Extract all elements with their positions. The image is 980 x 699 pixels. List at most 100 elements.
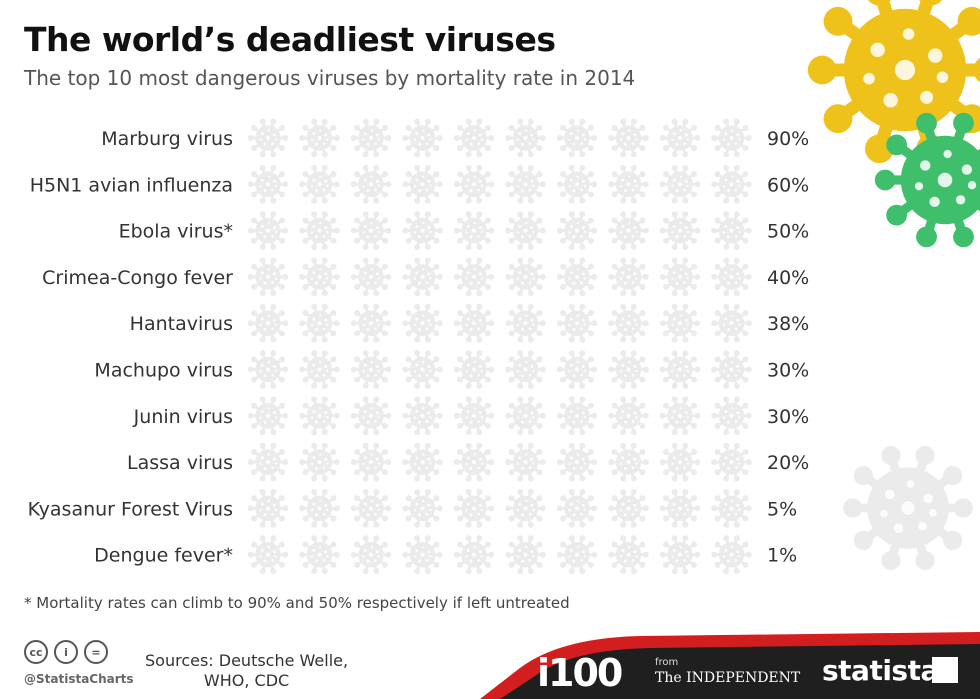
virus-icon — [402, 164, 443, 204]
virus-icon — [350, 396, 392, 436]
virus-icon — [453, 257, 495, 297]
value-label: 38% — [767, 313, 809, 335]
category-label: Junin virus — [133, 406, 233, 428]
virus-icon — [402, 396, 443, 436]
virus-icon — [402, 350, 443, 389]
virus-icon — [247, 164, 289, 204]
virus-icon — [608, 535, 649, 575]
chart-subtitle: The top 10 most dangerous viruses by mor… — [24, 66, 636, 90]
sources-line-1: Sources: Deutsche Welle, — [145, 651, 349, 670]
virus-icon — [659, 118, 701, 158]
virus-icon — [659, 488, 701, 528]
virus-icon — [505, 257, 546, 297]
value-label: 20% — [767, 452, 809, 474]
virus-icon — [299, 535, 340, 575]
virus-icon — [453, 303, 495, 343]
virus-icon — [505, 488, 546, 528]
virus-icon — [402, 211, 443, 251]
virus-icon — [711, 118, 752, 158]
virus-icon — [453, 488, 495, 528]
attribution-icon: i — [54, 640, 78, 664]
value-label: 90% — [767, 128, 809, 150]
virus-icon — [350, 303, 392, 343]
decorative-viruses — [807, 0, 980, 571]
virus-icon — [608, 164, 649, 204]
virus-icon — [608, 442, 649, 482]
license-icons: cc i = — [24, 640, 108, 664]
chart-row: H5N1 avian influenza 60% — [30, 164, 809, 204]
virus-icon — [556, 535, 598, 575]
virus-icon — [453, 442, 495, 482]
virus-icon — [247, 396, 289, 436]
virus-icon — [505, 303, 546, 343]
virus-icon — [299, 211, 340, 251]
value-label: 30% — [767, 360, 809, 382]
chart-row: Dengue fever* 1% — [94, 535, 797, 575]
virus-icon — [556, 303, 598, 343]
virus-icon — [608, 257, 649, 297]
virus-icon — [711, 350, 752, 389]
virus-icon — [608, 396, 649, 436]
category-label: Hantavirus — [130, 313, 233, 335]
virus-icon — [402, 303, 443, 343]
from-label: from — [655, 657, 679, 668]
virus-icon — [556, 211, 598, 251]
virus-icon — [608, 211, 649, 251]
category-label: Kyasanur Forest Virus — [28, 498, 233, 520]
virus-icon — [299, 488, 340, 528]
virus-icon — [247, 257, 289, 297]
i100-logo: i100 — [537, 651, 623, 695]
virus-icon — [556, 488, 598, 528]
virus-icon — [505, 442, 546, 482]
virus-icon — [247, 303, 289, 343]
virus-icon — [711, 303, 752, 343]
virus-icon — [556, 350, 598, 389]
chart-row: Lassa virus 20% — [127, 442, 809, 482]
chart-row: Ebola virus* 50% — [119, 211, 809, 251]
chart-row: Kyasanur Forest Virus 5% — [28, 488, 797, 528]
category-label: Machupo virus — [94, 360, 233, 382]
virus-icon — [711, 164, 752, 204]
virus-icon — [247, 488, 289, 528]
virus-icon — [505, 535, 546, 575]
virus-icon — [247, 442, 289, 482]
virus-icon — [247, 535, 289, 575]
statista-mark-icon — [932, 657, 958, 683]
virus-icon — [556, 396, 598, 436]
virus-icon — [505, 211, 546, 251]
virus-icon — [350, 164, 392, 204]
chart-row: Junin virus 30% — [133, 396, 809, 436]
virus-icon — [247, 118, 289, 158]
virus-icon — [299, 303, 340, 343]
virus-icon — [659, 442, 701, 482]
virus-icon — [247, 350, 289, 389]
sources: Sources: Deutsche Welle, WHO, CDC — [145, 651, 348, 691]
statista-logo: statista — [822, 654, 939, 687]
virus-icon — [711, 535, 752, 575]
chart-row: Machupo virus 30% — [94, 350, 809, 389]
virus-icon — [299, 350, 340, 389]
virus-icon — [659, 211, 701, 251]
virus-icon — [505, 396, 546, 436]
chart-row: Hantavirus 38% — [130, 303, 809, 343]
decorative-virus-icon — [874, 112, 980, 248]
footer-dark-band — [500, 644, 980, 699]
virus-icon — [608, 303, 649, 343]
chart-row: Crimea-Congo fever 40% — [42, 257, 809, 297]
virus-icon — [350, 442, 392, 482]
chart-title: The world’s deadliest viruses — [24, 20, 556, 59]
virus-icon — [453, 396, 495, 436]
virus-icon — [299, 257, 340, 297]
virus-icon — [299, 118, 340, 158]
footnote: * Mortality rates can climb to 90% and 5… — [24, 594, 570, 612]
virus-icon — [453, 350, 495, 389]
statista-handle[interactable]: @StatistaCharts — [24, 672, 134, 686]
decorative-virus-icon — [843, 445, 973, 571]
virus-icon — [453, 535, 495, 575]
virus-icon — [505, 350, 546, 389]
virus-icon — [350, 350, 392, 389]
virus-icon — [453, 211, 495, 251]
value-label: 60% — [767, 174, 809, 196]
value-label: 5% — [767, 498, 797, 520]
virus-icon — [299, 396, 340, 436]
